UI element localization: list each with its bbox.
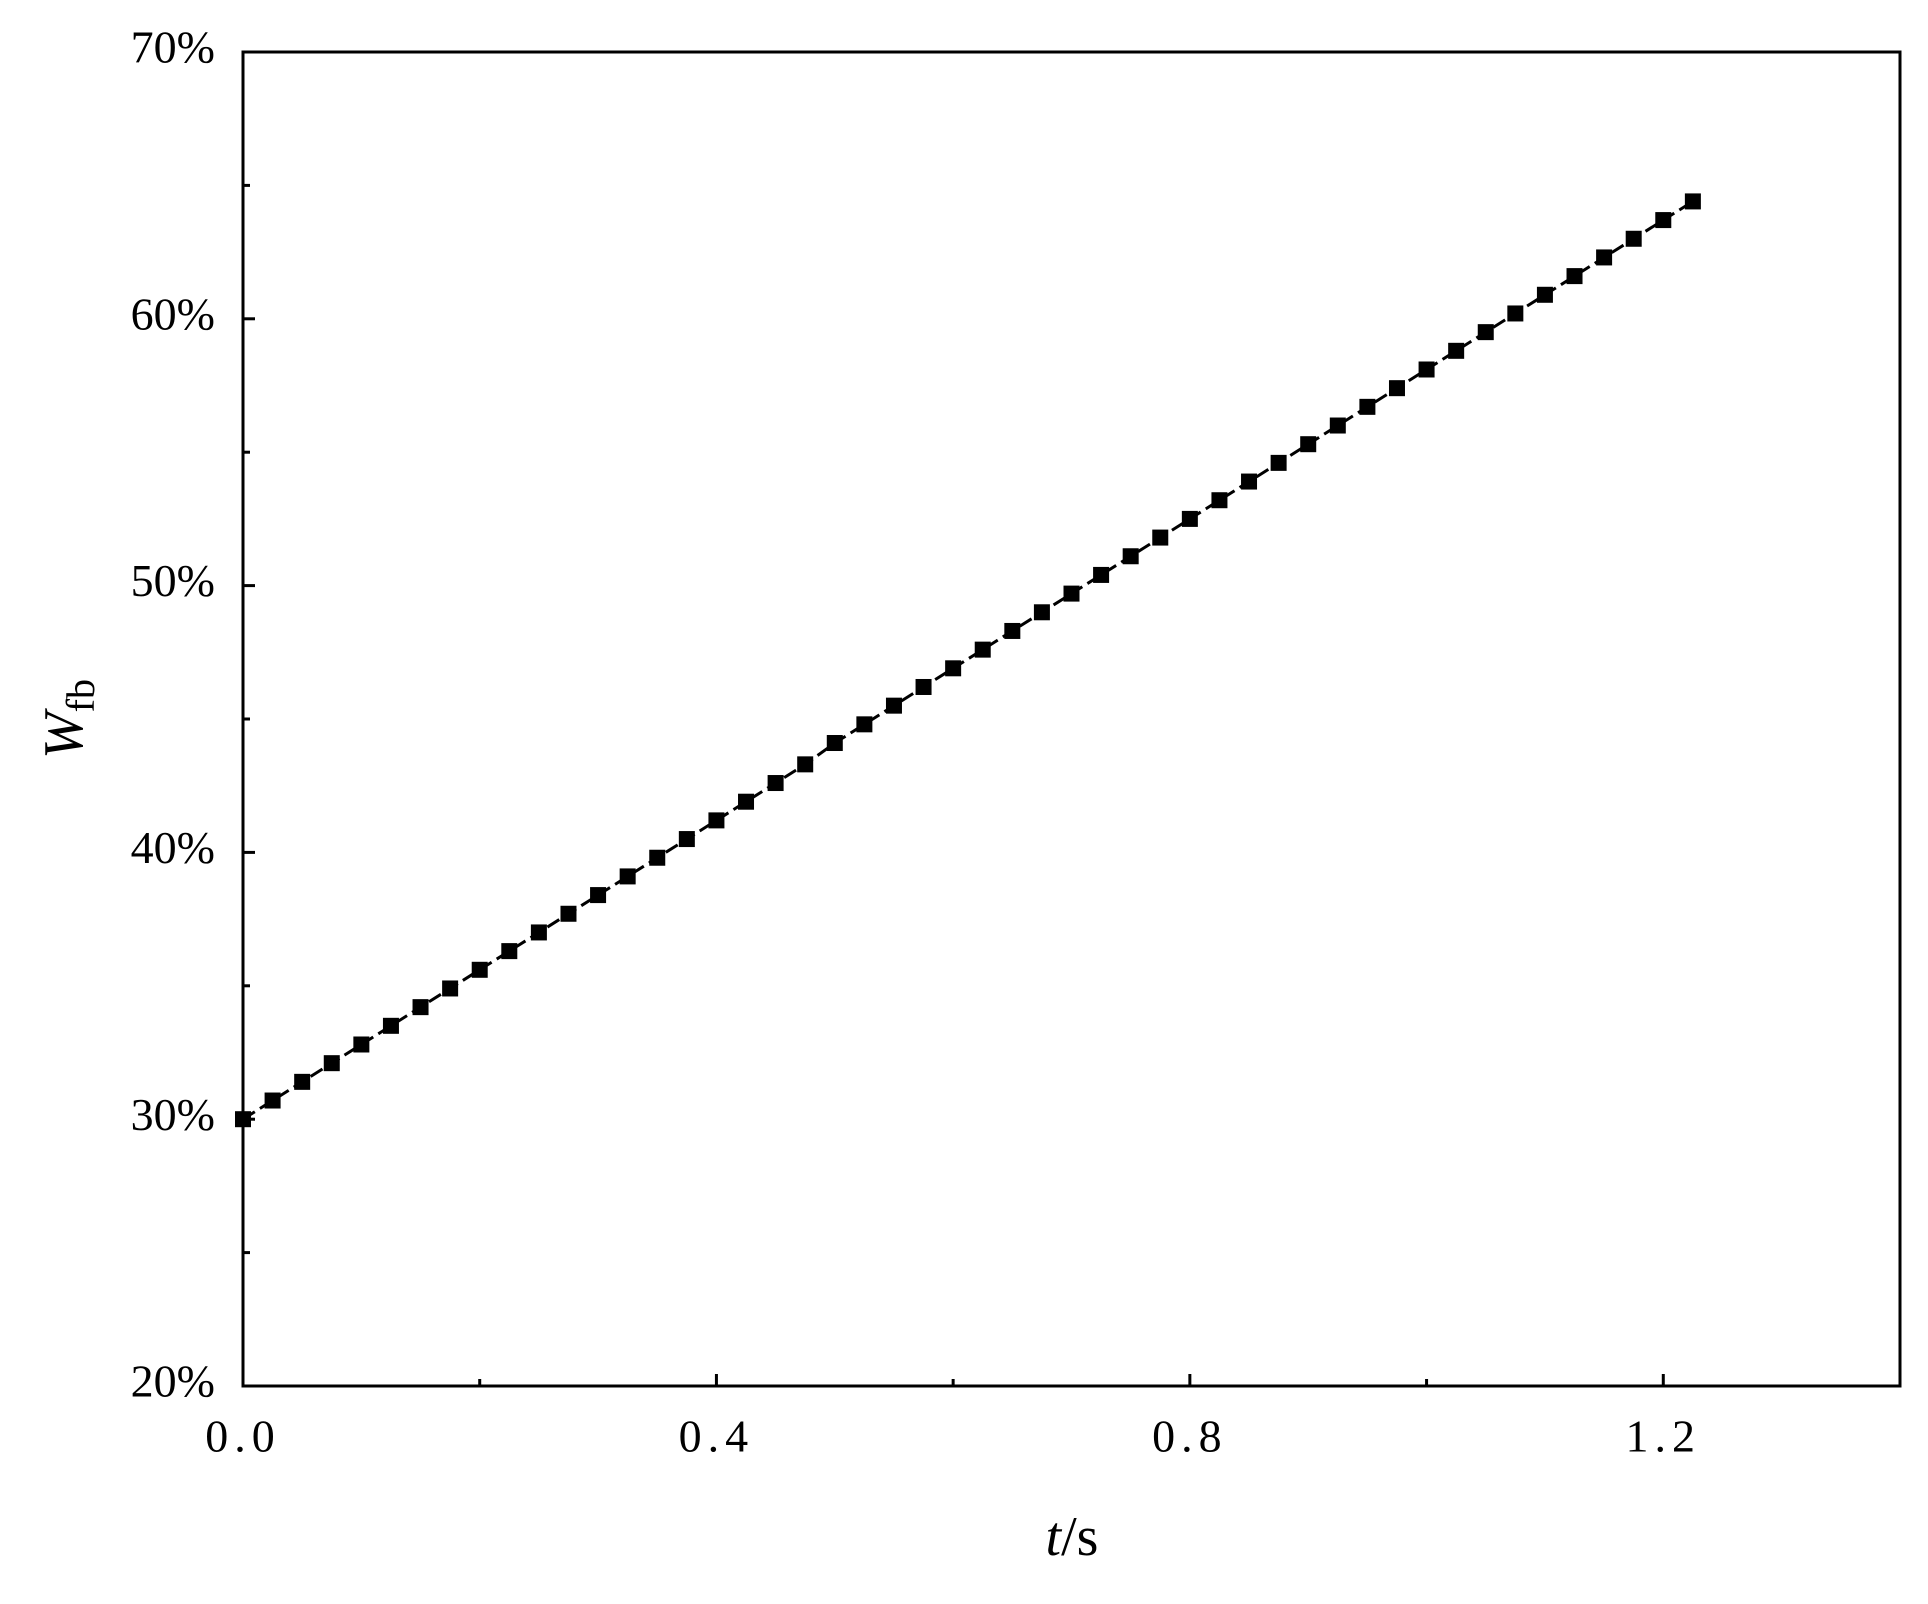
data-point [1507,305,1524,322]
series-line [242,200,1694,1121]
data-point [974,641,991,658]
data-point [264,1092,281,1109]
data-point [501,943,518,960]
y-tick-label: 20% [131,1356,215,1407]
data-point [1596,249,1613,266]
y-tick-label: 40% [131,822,215,873]
data-point [235,1111,251,1128]
data-point [1093,566,1110,583]
data-point [1122,548,1139,565]
data-point [1241,473,1258,490]
data-point [530,924,547,941]
data-point [885,697,902,714]
x-label-unit: /s [1061,1506,1098,1568]
data-point [442,980,459,997]
x-tick-label: 1.2 [1626,1411,1702,1462]
data-point [826,735,843,752]
data-point [1270,454,1287,471]
y-axis-label: Wfb [33,679,103,759]
data-point [708,812,725,829]
x-tick-label: 0.0 [205,1411,281,1462]
data-point [1655,212,1672,229]
data-point [738,793,755,810]
y-label-sub: fb [58,679,103,712]
data-point [1152,529,1169,546]
data-point [1359,398,1376,415]
data-point [1004,622,1021,639]
data-point [915,678,932,695]
data-point [945,660,962,677]
data-point [797,756,814,773]
data-point [560,905,577,922]
x-label-var: t [1046,1506,1063,1568]
data-point [1211,492,1228,509]
plot-frame [241,50,1902,1388]
data-point [353,1036,370,1053]
data-point [1300,436,1317,453]
y-tick-label: 30% [131,1089,215,1140]
data-point [1388,380,1405,397]
data-point [1566,268,1583,285]
x-axis-label: t/s [1046,1506,1099,1568]
data-point [1181,510,1198,527]
data-point [678,831,695,848]
y-tick-label: 60% [131,288,215,339]
y-tick-label: 50% [131,555,215,606]
data-point [1684,193,1701,210]
data-point [767,775,784,792]
data-point [619,868,636,885]
data-point [1448,342,1465,359]
data-point [590,887,607,904]
data-point [382,1017,399,1034]
data-point [1536,286,1553,303]
data-point [649,849,666,866]
data-point [323,1055,340,1072]
y-tick-label: 70% [131,22,215,73]
data-point [856,716,873,733]
data-point [1625,230,1642,247]
data-point [412,999,429,1016]
x-tick-label: 0.4 [679,1411,755,1462]
data-point [1033,604,1050,621]
data-point [1329,417,1346,434]
y-label-var: W [33,708,95,759]
data-point [471,961,488,978]
x-tick-label: 0.8 [1152,1411,1228,1462]
data-point [1063,585,1080,602]
data-point [1477,324,1494,341]
data-point [294,1073,311,1090]
data-point [1418,361,1435,378]
